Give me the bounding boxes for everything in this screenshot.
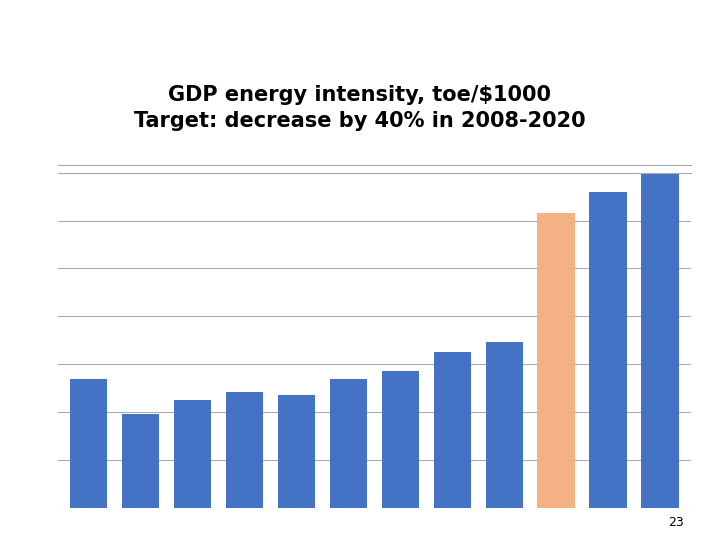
Bar [642,173,679,508]
Bar [382,371,419,508]
Bar [278,395,315,508]
Bar [537,213,575,508]
Bar [433,352,471,508]
Bar [174,401,212,508]
Bar [122,414,159,508]
Text: GDP energy intensity, toe/$1000
Target: decrease by 40% in 2008-2020: GDP energy intensity, toe/$1000 Target: … [134,85,586,131]
Bar [70,379,107,508]
Bar [330,379,367,508]
Bar [485,341,523,508]
Text: 23: 23 [668,516,684,529]
Bar [226,393,264,508]
Bar [590,192,627,508]
